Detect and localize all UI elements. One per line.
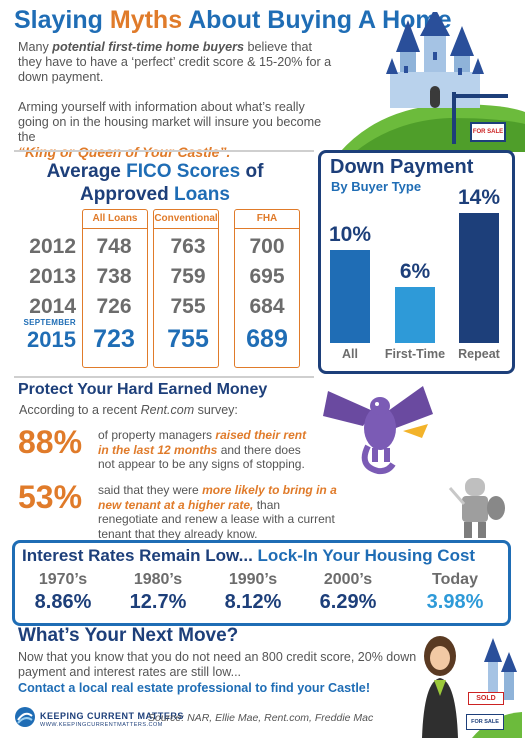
fico-column-fha: FHA: [234, 209, 300, 368]
fico-value: 763: [170, 235, 206, 258]
dragon-illustration: [323, 386, 433, 475]
fico-value: 684: [249, 295, 285, 318]
rate-value: 6.29%: [319, 591, 377, 613]
fico-value: 748: [96, 235, 132, 258]
rate-value: 3.98%: [426, 591, 484, 613]
fico-value: 700: [249, 235, 285, 258]
fico-value: 695: [249, 265, 285, 288]
for-sale-sign: FOR SALE: [470, 122, 506, 142]
fico-value: 755: [170, 295, 206, 318]
bar-value-all: 10%: [328, 223, 372, 246]
sign-arm: [452, 94, 508, 98]
column-header: All Loans: [83, 210, 147, 229]
column-header: FHA: [235, 210, 299, 229]
down-payment-chart: 10% 6% 14% All First-Time Repeat: [318, 150, 515, 374]
rate-value: 8.12%: [224, 591, 282, 613]
divider: [14, 376, 314, 378]
rate-value: 12.7%: [129, 591, 187, 613]
column-header: Conventional: [154, 210, 218, 229]
month-label: SEPTEMBER: [23, 318, 76, 327]
down-payment-title: Down Payment: [330, 156, 474, 178]
year-label: 2015: [27, 327, 76, 352]
down-payment-subtitle: By Buyer Type: [331, 179, 422, 194]
fico-value: 689: [246, 325, 288, 353]
for-sale-sign-bottom: FOR SALE: [466, 714, 504, 730]
kcm-logo-icon: [15, 707, 35, 727]
stat-text: of property managers raised their rent i…: [98, 428, 307, 471]
decade-label: Today: [432, 571, 478, 588]
fico-title: Average FICO Scores of Approved Loans: [46, 161, 264, 205]
interest-rates-panel: [12, 540, 511, 626]
sign-post: [452, 92, 456, 144]
fico-value: 723: [93, 325, 135, 353]
fico-value: 755: [167, 325, 209, 353]
bar-label-repeat: Repeat: [458, 347, 500, 361]
decade-label: 1970’s: [38, 571, 88, 588]
next-move-cta: Contact a local real estate professional…: [18, 681, 371, 695]
fico-value: 759: [170, 265, 206, 288]
interest-rates-title: Interest Rates Remain Low... Lock-In You…: [22, 546, 476, 565]
bar-label-first-time: First-Time: [384, 347, 446, 361]
knight-illustration: [448, 478, 505, 538]
stat-percent: 53%: [18, 479, 83, 515]
intro-paragraph-2: Arming yourself with information about w…: [18, 100, 322, 160]
protect-title: Protect Your Hard Earned Money: [18, 381, 268, 398]
year-label: 2014: [29, 295, 76, 318]
bar-all: [330, 250, 370, 343]
year-label: 2013: [29, 265, 76, 288]
protect-subtitle: According to a recent Rent.com survey:: [19, 403, 238, 417]
intro-paragraph: Many potential first-time home buyers be…: [18, 40, 332, 84]
year-label: 2012: [29, 235, 76, 258]
divider: [14, 150, 314, 152]
castle-quote: “King or Queen of Your Castle”.: [18, 144, 231, 160]
sold-sign: SOLD: [468, 692, 504, 705]
next-move-title: What’s Your Next Move?: [18, 625, 239, 646]
stat-text: said that they were more likely to bring…: [98, 483, 337, 541]
decade-label: 1980’s: [133, 571, 183, 588]
decade-label: 2000’s: [323, 571, 373, 588]
rate-value: 8.86%: [34, 591, 92, 613]
bar-value-repeat: 14%: [457, 186, 501, 209]
brand-name: KEEPING CURRENT MATTERS: [40, 711, 184, 721]
brand-url: WWW.KEEPINGCURRENTMATTERS.COM: [40, 722, 163, 728]
down-payment-panel: [318, 150, 515, 374]
bar-label-all: All: [342, 347, 358, 361]
stat-percent: 88%: [18, 424, 83, 460]
fico-column-all-loans: All Loans: [82, 209, 148, 368]
decade-label: 1990’s: [228, 571, 278, 588]
fico-value: 738: [96, 265, 132, 288]
bar-first-time: [395, 287, 435, 343]
next-move-text: Now that you know that you do not need a…: [18, 650, 417, 679]
bar-repeat: [459, 213, 499, 343]
bar-value-first-time: 6%: [399, 260, 431, 283]
fico-column-conventional: Conventional: [153, 209, 219, 368]
source-note: Source: NAR, Ellie Mae, Rent.com, Freddi…: [148, 712, 374, 724]
fico-value: 726: [96, 295, 132, 318]
